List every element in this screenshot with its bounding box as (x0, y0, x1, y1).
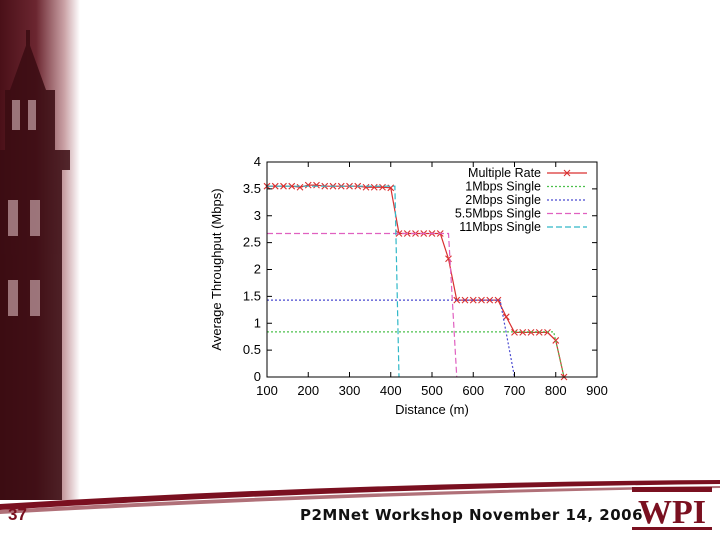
data-point (313, 181, 320, 189)
legend-label: 11Mbps Single (459, 220, 541, 234)
y-tick-label: 4 (254, 154, 261, 169)
x-tick-label: 700 (504, 383, 526, 398)
legend-label: 2Mbps Single (465, 193, 541, 207)
footer-text: P2MNet Workshop November 14, 2006 (300, 506, 644, 524)
y-tick-label: 0.5 (243, 342, 261, 357)
slide-number: 37 (8, 505, 27, 524)
x-tick-label: 200 (297, 383, 319, 398)
y-tick-label: 1.5 (243, 288, 261, 303)
data-point (486, 296, 494, 304)
clock-tower-image (0, 0, 80, 500)
data-point (304, 181, 312, 189)
x-axis-label: Distance (m) (395, 402, 469, 417)
series-line-1 (267, 331, 565, 378)
data-point (494, 296, 502, 304)
data-point (296, 183, 304, 191)
data-point (519, 328, 527, 336)
data-point (362, 183, 370, 191)
y-tick-label: 0 (254, 369, 261, 384)
y-tick-label: 3.5 (243, 181, 261, 196)
legend-label: 5.5Mbps Single (455, 207, 541, 221)
data-point (370, 183, 378, 191)
x-tick-label: 800 (545, 383, 567, 398)
x-tick-label: 300 (339, 383, 361, 398)
data-point (502, 313, 510, 321)
data-point (552, 337, 560, 344)
data-point (280, 182, 287, 190)
data-point (271, 182, 279, 190)
x-tick-label: 400 (380, 383, 402, 398)
y-tick-label: 2 (254, 262, 261, 277)
legend-label: Multiple Rate (468, 166, 541, 180)
y-tick-label: 2.5 (243, 235, 261, 250)
x-tick-label: 900 (586, 383, 608, 398)
series-line-2 (267, 299, 516, 378)
series-line-3 (267, 232, 458, 378)
x-tick-label: 600 (462, 383, 484, 398)
y-tick-label: 3 (254, 208, 261, 223)
y-tick-label: 1 (254, 315, 261, 330)
data-point (288, 182, 296, 190)
plot-frame (266, 161, 598, 378)
legend-label: 1Mbps Single (465, 180, 541, 194)
data-point (469, 296, 477, 304)
data-point (478, 296, 485, 304)
data-point (511, 328, 518, 336)
throughput-chart: 100 200 300 400 500 600 700 800 900 0 0.5 1 1.5 2 2.5 3… (209, 154, 608, 417)
wpi-logo: WPI (628, 485, 716, 533)
data-point (379, 183, 386, 191)
logo-text: WPI (638, 494, 706, 531)
legend-marker (563, 169, 571, 177)
y-axis-label: Average Throughput (Mbps) (209, 188, 224, 350)
series-line-4 (267, 185, 400, 378)
x-tick-label: 100 (256, 383, 278, 398)
x-tick-label: 500 (421, 383, 443, 398)
